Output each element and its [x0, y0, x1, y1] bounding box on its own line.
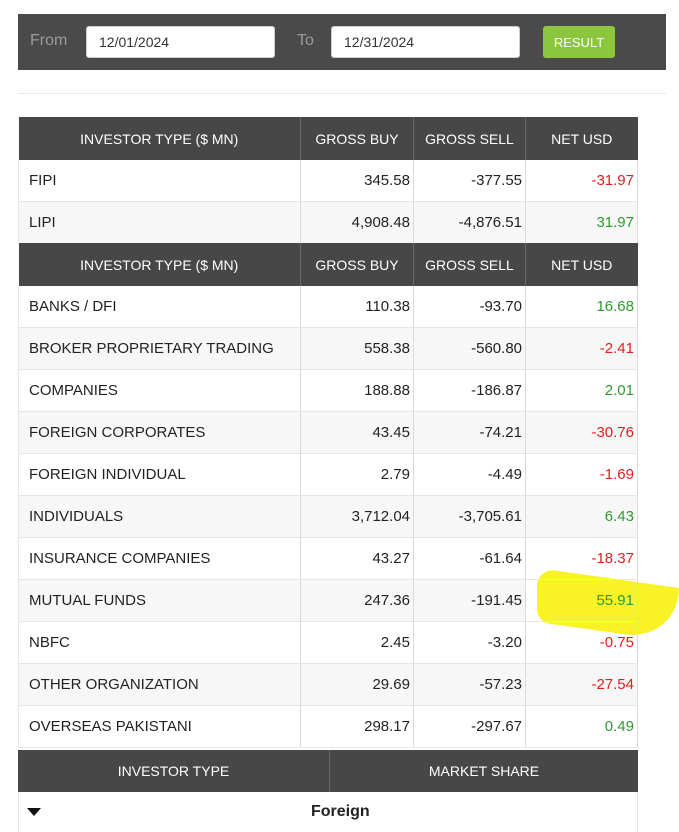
market-share-header: INVESTOR TYPE MARKET SHARE: [18, 750, 638, 792]
net-usd-cell: -27.54: [525, 663, 638, 706]
gross-sell-cell: -560.80: [413, 327, 526, 370]
col-header-gross-sell: GROSS SELL: [413, 117, 526, 160]
gross-sell-cell: -297.67: [413, 705, 526, 748]
net-usd-cell: 2.01: [525, 369, 638, 412]
gross-buy-cell: 29.69: [300, 663, 414, 706]
gross-sell-cell: -186.87: [413, 369, 526, 412]
investor-type-cell: BANKS / DFI: [18, 286, 301, 328]
date-filter-bar: From To RESULT: [18, 14, 666, 70]
gross-buy-cell: 188.88: [300, 369, 414, 412]
gross-sell-cell: -4.49: [413, 453, 526, 496]
gross-sell-cell: -3,705.61: [413, 495, 526, 538]
net-usd-cell: -31.97: [525, 160, 638, 202]
gross-buy-cell: 110.38: [300, 286, 414, 328]
investor-breakdown-table: INVESTOR TYPE ($ MN) GROSS BUY GROSS SEL…: [18, 243, 638, 748]
from-date-input[interactable]: [86, 26, 275, 58]
investor-type-cell: MUTUAL FUNDS: [18, 579, 301, 622]
investor-type-cell: FIPI: [18, 160, 301, 202]
table-row: BANKS / DFI 110.38 -93.70 16.68: [18, 286, 638, 328]
market-share-table: INVESTOR TYPE MARKET SHARE Foreign: [18, 750, 638, 832]
net-usd-cell: 6.43: [525, 495, 638, 538]
net-usd-cell: 55.91: [525, 579, 638, 622]
net-usd-cell: -1.69: [525, 453, 638, 496]
gross-buy-cell: 345.58: [300, 160, 414, 202]
net-usd-cell: -18.37: [525, 537, 638, 580]
gross-buy-cell: 247.36: [300, 579, 414, 622]
table-row: NBFC 2.45 -3.20 -0.75: [18, 621, 638, 664]
net-usd-cell: 16.68: [525, 286, 638, 328]
investor-type-cell: LIPI: [18, 201, 301, 244]
caret-down-icon[interactable]: [27, 808, 41, 816]
from-label: From: [30, 32, 68, 49]
gross-sell-cell: -191.45: [413, 579, 526, 622]
investor-type-cell: COMPANIES: [18, 369, 301, 412]
investor-type-cell: OVERSEAS PAKISTANI: [18, 705, 301, 748]
col-header-investor-type: INVESTOR TYPE ($ MN): [18, 243, 301, 286]
table-row: FOREIGN INDIVIDUAL 2.79 -4.49 -1.69: [18, 453, 638, 496]
col-header-gross-buy: GROSS BUY: [300, 117, 414, 160]
table-row: FIPI 345.58 -377.55 -31.97: [18, 160, 638, 202]
market-share-row-foreign[interactable]: Foreign: [18, 792, 638, 832]
gross-buy-cell: 2.45: [300, 621, 414, 664]
net-usd-cell: -2.41: [525, 327, 638, 370]
gross-sell-cell: -74.21: [413, 411, 526, 454]
gross-buy-cell: 298.17: [300, 705, 414, 748]
gross-buy-cell: 3,712.04: [300, 495, 414, 538]
gross-sell-cell: -377.55: [413, 160, 526, 202]
net-usd-cell: 0.49: [525, 705, 638, 748]
table-row: OVERSEAS PAKISTANI 298.17 -297.67 0.49: [18, 705, 638, 748]
investor-type-cell: FOREIGN CORPORATES: [18, 411, 301, 454]
gross-sell-cell: -57.23: [413, 663, 526, 706]
gross-buy-cell: 2.79: [300, 453, 414, 496]
result-button[interactable]: RESULT: [543, 26, 615, 58]
net-usd-cell: -30.76: [525, 411, 638, 454]
fipi-lipi-table: INVESTOR TYPE ($ MN) GROSS BUY GROSS SEL…: [18, 117, 638, 244]
investor-type-cell: INDIVIDUALS: [18, 495, 301, 538]
to-label: To: [297, 32, 314, 49]
table-row: BROKER PROPRIETARY TRADING 558.38 -560.80-…: [18, 327, 638, 370]
investor-type-cell: INSURANCE COMPANIES: [18, 537, 301, 580]
col-header-net-usd: NET USD: [525, 117, 638, 160]
table-row: LIPI 4,908.48 -4,876.51 31.97: [18, 201, 638, 244]
table-row: MUTUAL FUNDS 247.36 -191.45 55.91: [18, 579, 638, 622]
to-date-input[interactable]: [331, 26, 520, 58]
investor-type-cell: BROKER PROPRIETARY TRADING: [18, 327, 301, 370]
net-usd-cell: 31.97: [525, 201, 638, 244]
table-row: INDIVIDUALS 3,712.04 -3,705.61 6.43: [18, 495, 638, 538]
gross-buy-cell: 558.38: [300, 327, 414, 370]
gross-sell-cell: -3.20: [413, 621, 526, 664]
investor-type-cell: NBFC: [18, 621, 301, 664]
col-header-gross-sell: GROSS SELL: [413, 243, 526, 286]
gross-sell-cell: -4,876.51: [413, 201, 526, 244]
col-header-investor-type: INVESTOR TYPE: [18, 750, 330, 792]
net-usd-cell: -0.75: [525, 621, 638, 664]
table-row: COMPANIES 188.88 -186.87 2.01: [18, 369, 638, 412]
table-row: FOREIGN CORPORATES 43.45 -74.21 -30.76: [18, 411, 638, 454]
investor-type-cell: OTHER ORGANIZATION: [18, 663, 301, 706]
gross-sell-cell: -61.64: [413, 537, 526, 580]
gross-buy-cell: 43.45: [300, 411, 414, 454]
gross-buy-cell: 43.27: [300, 537, 414, 580]
gross-sell-cell: -93.70: [413, 286, 526, 328]
table-row: INSURANCE COMPANIES 43.27 -61.64 -18.37: [18, 537, 638, 580]
divider: [18, 93, 666, 94]
gross-buy-cell: 4,908.48: [300, 201, 414, 244]
col-header-gross-buy: GROSS BUY: [300, 243, 414, 286]
col-header-net-usd: NET USD: [525, 243, 638, 286]
investor-type-cell: FOREIGN INDIVIDUAL: [18, 453, 301, 496]
col-header-investor-type: INVESTOR TYPE ($ MN): [18, 117, 301, 160]
market-share-row-label: Foreign: [311, 803, 370, 820]
col-header-market-share: MARKET SHARE: [428, 763, 540, 779]
table-row: OTHER ORGANIZATION 29.69 -57.23 -27.54: [18, 663, 638, 706]
